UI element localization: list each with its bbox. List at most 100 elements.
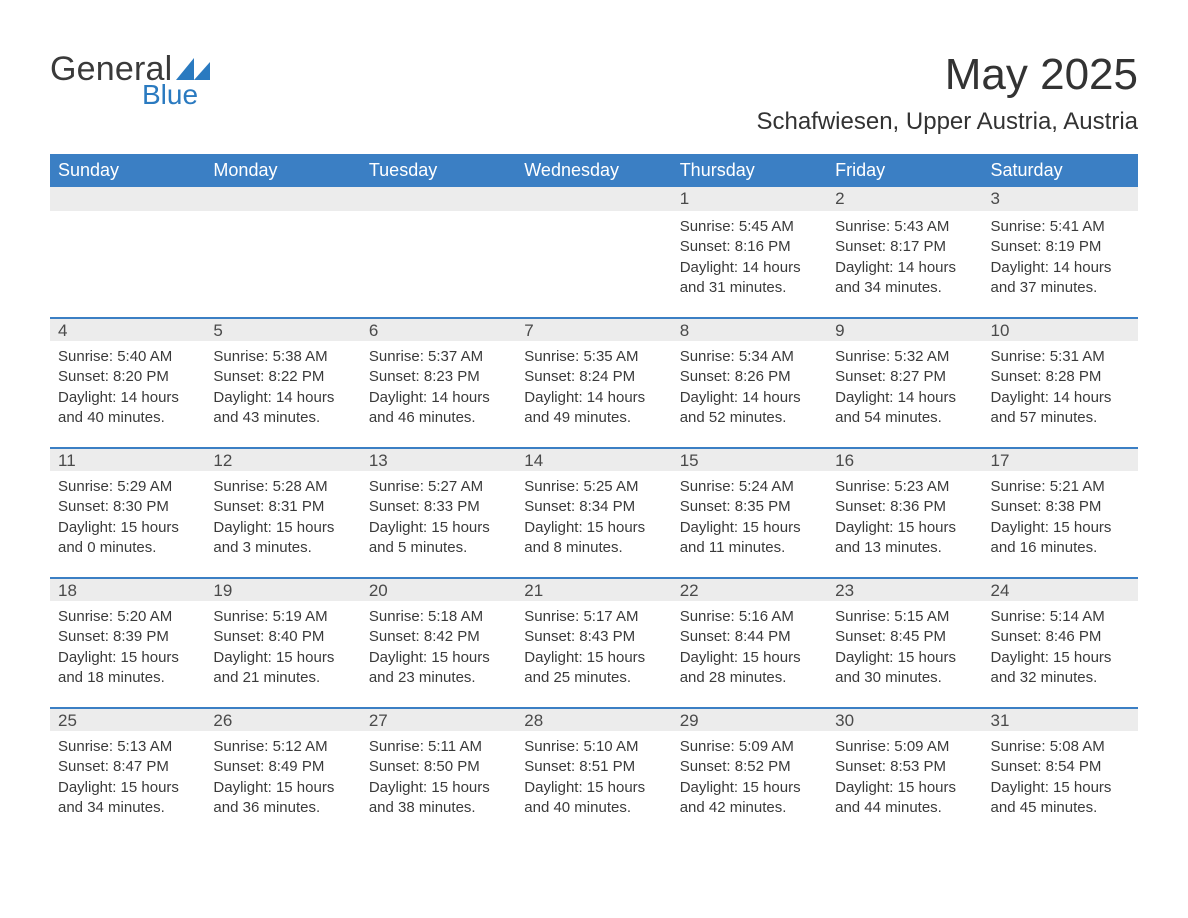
day-number: 22: [672, 577, 827, 601]
day-details: Sunrise: 5:35 AMSunset: 8:24 PMDaylight:…: [516, 341, 671, 428]
daylight-line: Daylight: 14 hours and 37 minutes.: [991, 258, 1130, 299]
sunrise-line: Sunrise: 5:34 AM: [680, 347, 819, 367]
calendar-day-cell: [205, 187, 360, 317]
sunrise-line: Sunrise: 5:25 AM: [524, 477, 663, 497]
sunrise-line: Sunrise: 5:28 AM: [213, 477, 352, 497]
day-number: 11: [50, 447, 205, 471]
calendar-day-cell: 7Sunrise: 5:35 AMSunset: 8:24 PMDaylight…: [516, 317, 671, 447]
calendar-table: Sunday Monday Tuesday Wednesday Thursday…: [50, 154, 1138, 837]
sunset-line: Sunset: 8:39 PM: [58, 627, 197, 647]
calendar-day-cell: 19Sunrise: 5:19 AMSunset: 8:40 PMDayligh…: [205, 577, 360, 707]
day-details: Sunrise: 5:12 AMSunset: 8:49 PMDaylight:…: [205, 731, 360, 818]
sunset-line: Sunset: 8:43 PM: [524, 627, 663, 647]
calendar-day-cell: 17Sunrise: 5:21 AMSunset: 8:38 PMDayligh…: [983, 447, 1138, 577]
sunrise-line: Sunrise: 5:45 AM: [680, 217, 819, 237]
sunset-line: Sunset: 8:38 PM: [991, 497, 1130, 517]
sunrise-line: Sunrise: 5:16 AM: [680, 607, 819, 627]
day-number: 12: [205, 447, 360, 471]
calendar-week-row: 11Sunrise: 5:29 AMSunset: 8:30 PMDayligh…: [50, 447, 1138, 577]
day-number: 10: [983, 317, 1138, 341]
calendar-day-cell: 18Sunrise: 5:20 AMSunset: 8:39 PMDayligh…: [50, 577, 205, 707]
daylight-line: Daylight: 15 hours and 5 minutes.: [369, 518, 508, 559]
day-details: Sunrise: 5:31 AMSunset: 8:28 PMDaylight:…: [983, 341, 1138, 428]
day-details: Sunrise: 5:09 AMSunset: 8:53 PMDaylight:…: [827, 731, 982, 818]
sunrise-line: Sunrise: 5:35 AM: [524, 347, 663, 367]
brand-word2: Blue: [142, 79, 210, 111]
daylight-line: Daylight: 14 hours and 46 minutes.: [369, 388, 508, 429]
day-details: Sunrise: 5:20 AMSunset: 8:39 PMDaylight:…: [50, 601, 205, 688]
sunrise-line: Sunrise: 5:09 AM: [680, 737, 819, 757]
sunrise-line: Sunrise: 5:24 AM: [680, 477, 819, 497]
sunset-line: Sunset: 8:44 PM: [680, 627, 819, 647]
sunset-line: Sunset: 8:34 PM: [524, 497, 663, 517]
daylight-line: Daylight: 14 hours and 57 minutes.: [991, 388, 1130, 429]
calendar-day-cell: 1Sunrise: 5:45 AMSunset: 8:16 PMDaylight…: [672, 187, 827, 317]
day-details: Sunrise: 5:09 AMSunset: 8:52 PMDaylight:…: [672, 731, 827, 818]
sunrise-line: Sunrise: 5:41 AM: [991, 217, 1130, 237]
sunset-line: Sunset: 8:33 PM: [369, 497, 508, 517]
sunrise-line: Sunrise: 5:09 AM: [835, 737, 974, 757]
sunrise-line: Sunrise: 5:18 AM: [369, 607, 508, 627]
day-details: Sunrise: 5:45 AMSunset: 8:16 PMDaylight:…: [672, 211, 827, 298]
day-details: Sunrise: 5:15 AMSunset: 8:45 PMDaylight:…: [827, 601, 982, 688]
sunrise-line: Sunrise: 5:17 AM: [524, 607, 663, 627]
day-number: [50, 187, 205, 211]
calendar-week-row: 18Sunrise: 5:20 AMSunset: 8:39 PMDayligh…: [50, 577, 1138, 707]
day-details: Sunrise: 5:37 AMSunset: 8:23 PMDaylight:…: [361, 341, 516, 428]
daylight-line: Daylight: 14 hours and 54 minutes.: [835, 388, 974, 429]
day-details: Sunrise: 5:08 AMSunset: 8:54 PMDaylight:…: [983, 731, 1138, 818]
sunset-line: Sunset: 8:28 PM: [991, 367, 1130, 387]
calendar-week-row: 4Sunrise: 5:40 AMSunset: 8:20 PMDaylight…: [50, 317, 1138, 447]
day-number: 13: [361, 447, 516, 471]
calendar-day-cell: 9Sunrise: 5:32 AMSunset: 8:27 PMDaylight…: [827, 317, 982, 447]
daylight-line: Daylight: 15 hours and 44 minutes.: [835, 778, 974, 819]
daylight-line: Daylight: 15 hours and 11 minutes.: [680, 518, 819, 559]
daylight-line: Daylight: 14 hours and 43 minutes.: [213, 388, 352, 429]
day-details: Sunrise: 5:18 AMSunset: 8:42 PMDaylight:…: [361, 601, 516, 688]
day-number: 1: [672, 187, 827, 211]
day-number: 16: [827, 447, 982, 471]
daylight-line: Daylight: 15 hours and 8 minutes.: [524, 518, 663, 559]
weekday-header: Saturday: [983, 154, 1138, 187]
day-number: 20: [361, 577, 516, 601]
sunrise-line: Sunrise: 5:19 AM: [213, 607, 352, 627]
sunrise-line: Sunrise: 5:10 AM: [524, 737, 663, 757]
sunset-line: Sunset: 8:45 PM: [835, 627, 974, 647]
location-subtitle: Schafwiesen, Upper Austria, Austria: [756, 108, 1138, 136]
sunset-line: Sunset: 8:46 PM: [991, 627, 1130, 647]
day-details: Sunrise: 5:40 AMSunset: 8:20 PMDaylight:…: [50, 341, 205, 428]
sunset-line: Sunset: 8:52 PM: [680, 757, 819, 777]
weekday-header: Tuesday: [361, 154, 516, 187]
daylight-line: Daylight: 15 hours and 16 minutes.: [991, 518, 1130, 559]
day-number: 17: [983, 447, 1138, 471]
day-number: 25: [50, 707, 205, 731]
day-number: 28: [516, 707, 671, 731]
daylight-line: Daylight: 15 hours and 13 minutes.: [835, 518, 974, 559]
page-title: May 2025: [756, 50, 1138, 100]
daylight-line: Daylight: 15 hours and 23 minutes.: [369, 648, 508, 689]
day-number: 15: [672, 447, 827, 471]
sunrise-line: Sunrise: 5:13 AM: [58, 737, 197, 757]
daylight-line: Daylight: 14 hours and 31 minutes.: [680, 258, 819, 299]
sunset-line: Sunset: 8:26 PM: [680, 367, 819, 387]
sunrise-line: Sunrise: 5:31 AM: [991, 347, 1130, 367]
header: General Blue May 2025 Schafwiesen, Upper…: [50, 50, 1138, 146]
calendar-day-cell: 14Sunrise: 5:25 AMSunset: 8:34 PMDayligh…: [516, 447, 671, 577]
sunset-line: Sunset: 8:17 PM: [835, 237, 974, 257]
sunset-line: Sunset: 8:35 PM: [680, 497, 819, 517]
calendar-day-cell: 16Sunrise: 5:23 AMSunset: 8:36 PMDayligh…: [827, 447, 982, 577]
calendar-day-cell: 12Sunrise: 5:28 AMSunset: 8:31 PMDayligh…: [205, 447, 360, 577]
calendar-day-cell: 27Sunrise: 5:11 AMSunset: 8:50 PMDayligh…: [361, 707, 516, 837]
sunset-line: Sunset: 8:47 PM: [58, 757, 197, 777]
day-number: [361, 187, 516, 211]
daylight-line: Daylight: 15 hours and 38 minutes.: [369, 778, 508, 819]
day-number: 31: [983, 707, 1138, 731]
sunrise-line: Sunrise: 5:29 AM: [58, 477, 197, 497]
sunset-line: Sunset: 8:51 PM: [524, 757, 663, 777]
weekday-header: Wednesday: [516, 154, 671, 187]
calendar-day-cell: 2Sunrise: 5:43 AMSunset: 8:17 PMDaylight…: [827, 187, 982, 317]
day-details: Sunrise: 5:21 AMSunset: 8:38 PMDaylight:…: [983, 471, 1138, 558]
daylight-line: Daylight: 15 hours and 40 minutes.: [524, 778, 663, 819]
day-details: Sunrise: 5:27 AMSunset: 8:33 PMDaylight:…: [361, 471, 516, 558]
brand-triangle-icon: [176, 58, 210, 80]
